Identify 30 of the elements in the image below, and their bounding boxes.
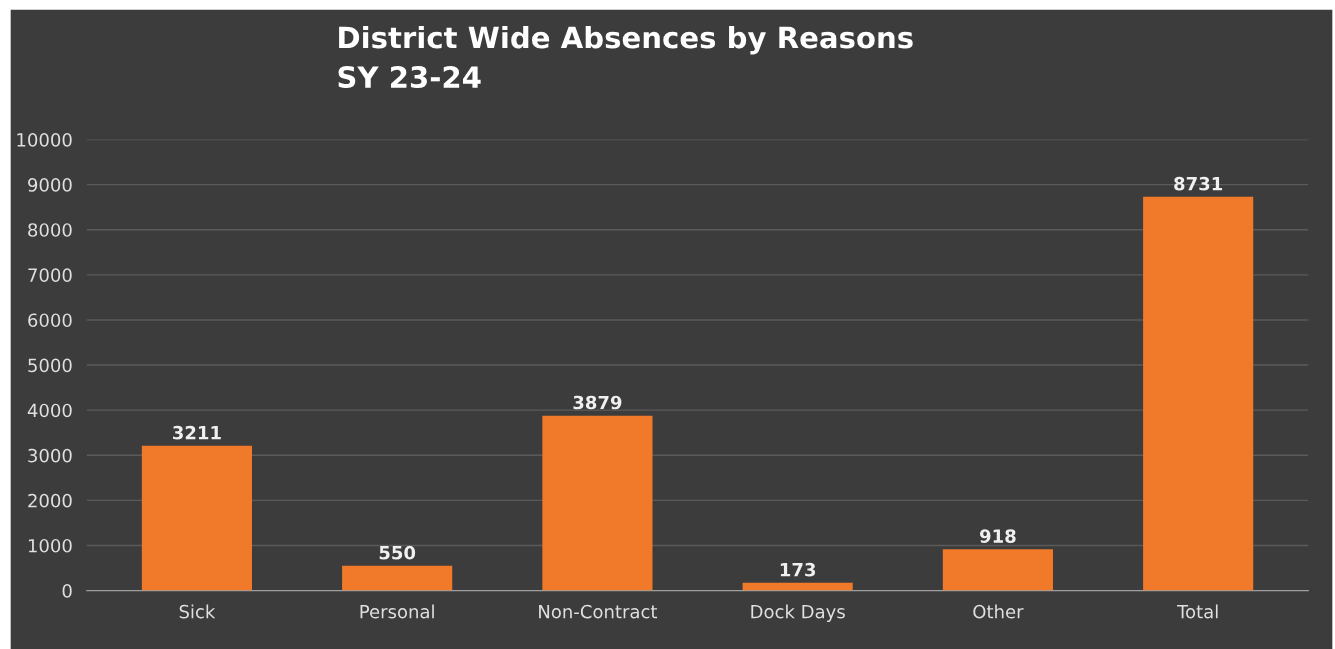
data-label: 550 [379,545,416,560]
x-tick-label: Personal [360,604,434,619]
x-tick-label: Non-Contract [539,604,658,619]
data-label: 918 [980,529,1016,543]
y-tick-label: 1000 [28,538,72,553]
data-label: 3211 [172,425,221,440]
x-tick-label: Dock Days [751,604,845,622]
x-tick-label: Total [1177,604,1218,619]
y-tick-label: 7000 [28,268,72,282]
bar [542,415,653,591]
bar [742,582,853,591]
y-tick-label: 9000 [28,178,72,192]
y-tick-label: 5000 [28,358,72,373]
y-tick-label: 10000 [17,132,72,147]
bar [342,565,453,591]
data-label: 173 [780,562,816,577]
y-tick-label: 6000 [28,313,72,328]
x-tick-label: Sick [179,604,216,619]
chart-title: District Wide Absences by Reasons SY 23-24 [338,25,913,89]
data-label: 8731 [1174,176,1223,191]
y-tick-label: 8000 [28,223,72,237]
data-label: 3879 [573,395,622,410]
bar [942,549,1053,591]
y-tick-label: 2000 [28,493,72,508]
bar [141,445,252,591]
x-tick-label: Other [973,604,1024,619]
y-tick-label: 0 [62,584,72,598]
bar [1143,196,1254,591]
y-tick-label: 3000 [28,448,72,463]
y-tick-label: 4000 [27,403,72,418]
